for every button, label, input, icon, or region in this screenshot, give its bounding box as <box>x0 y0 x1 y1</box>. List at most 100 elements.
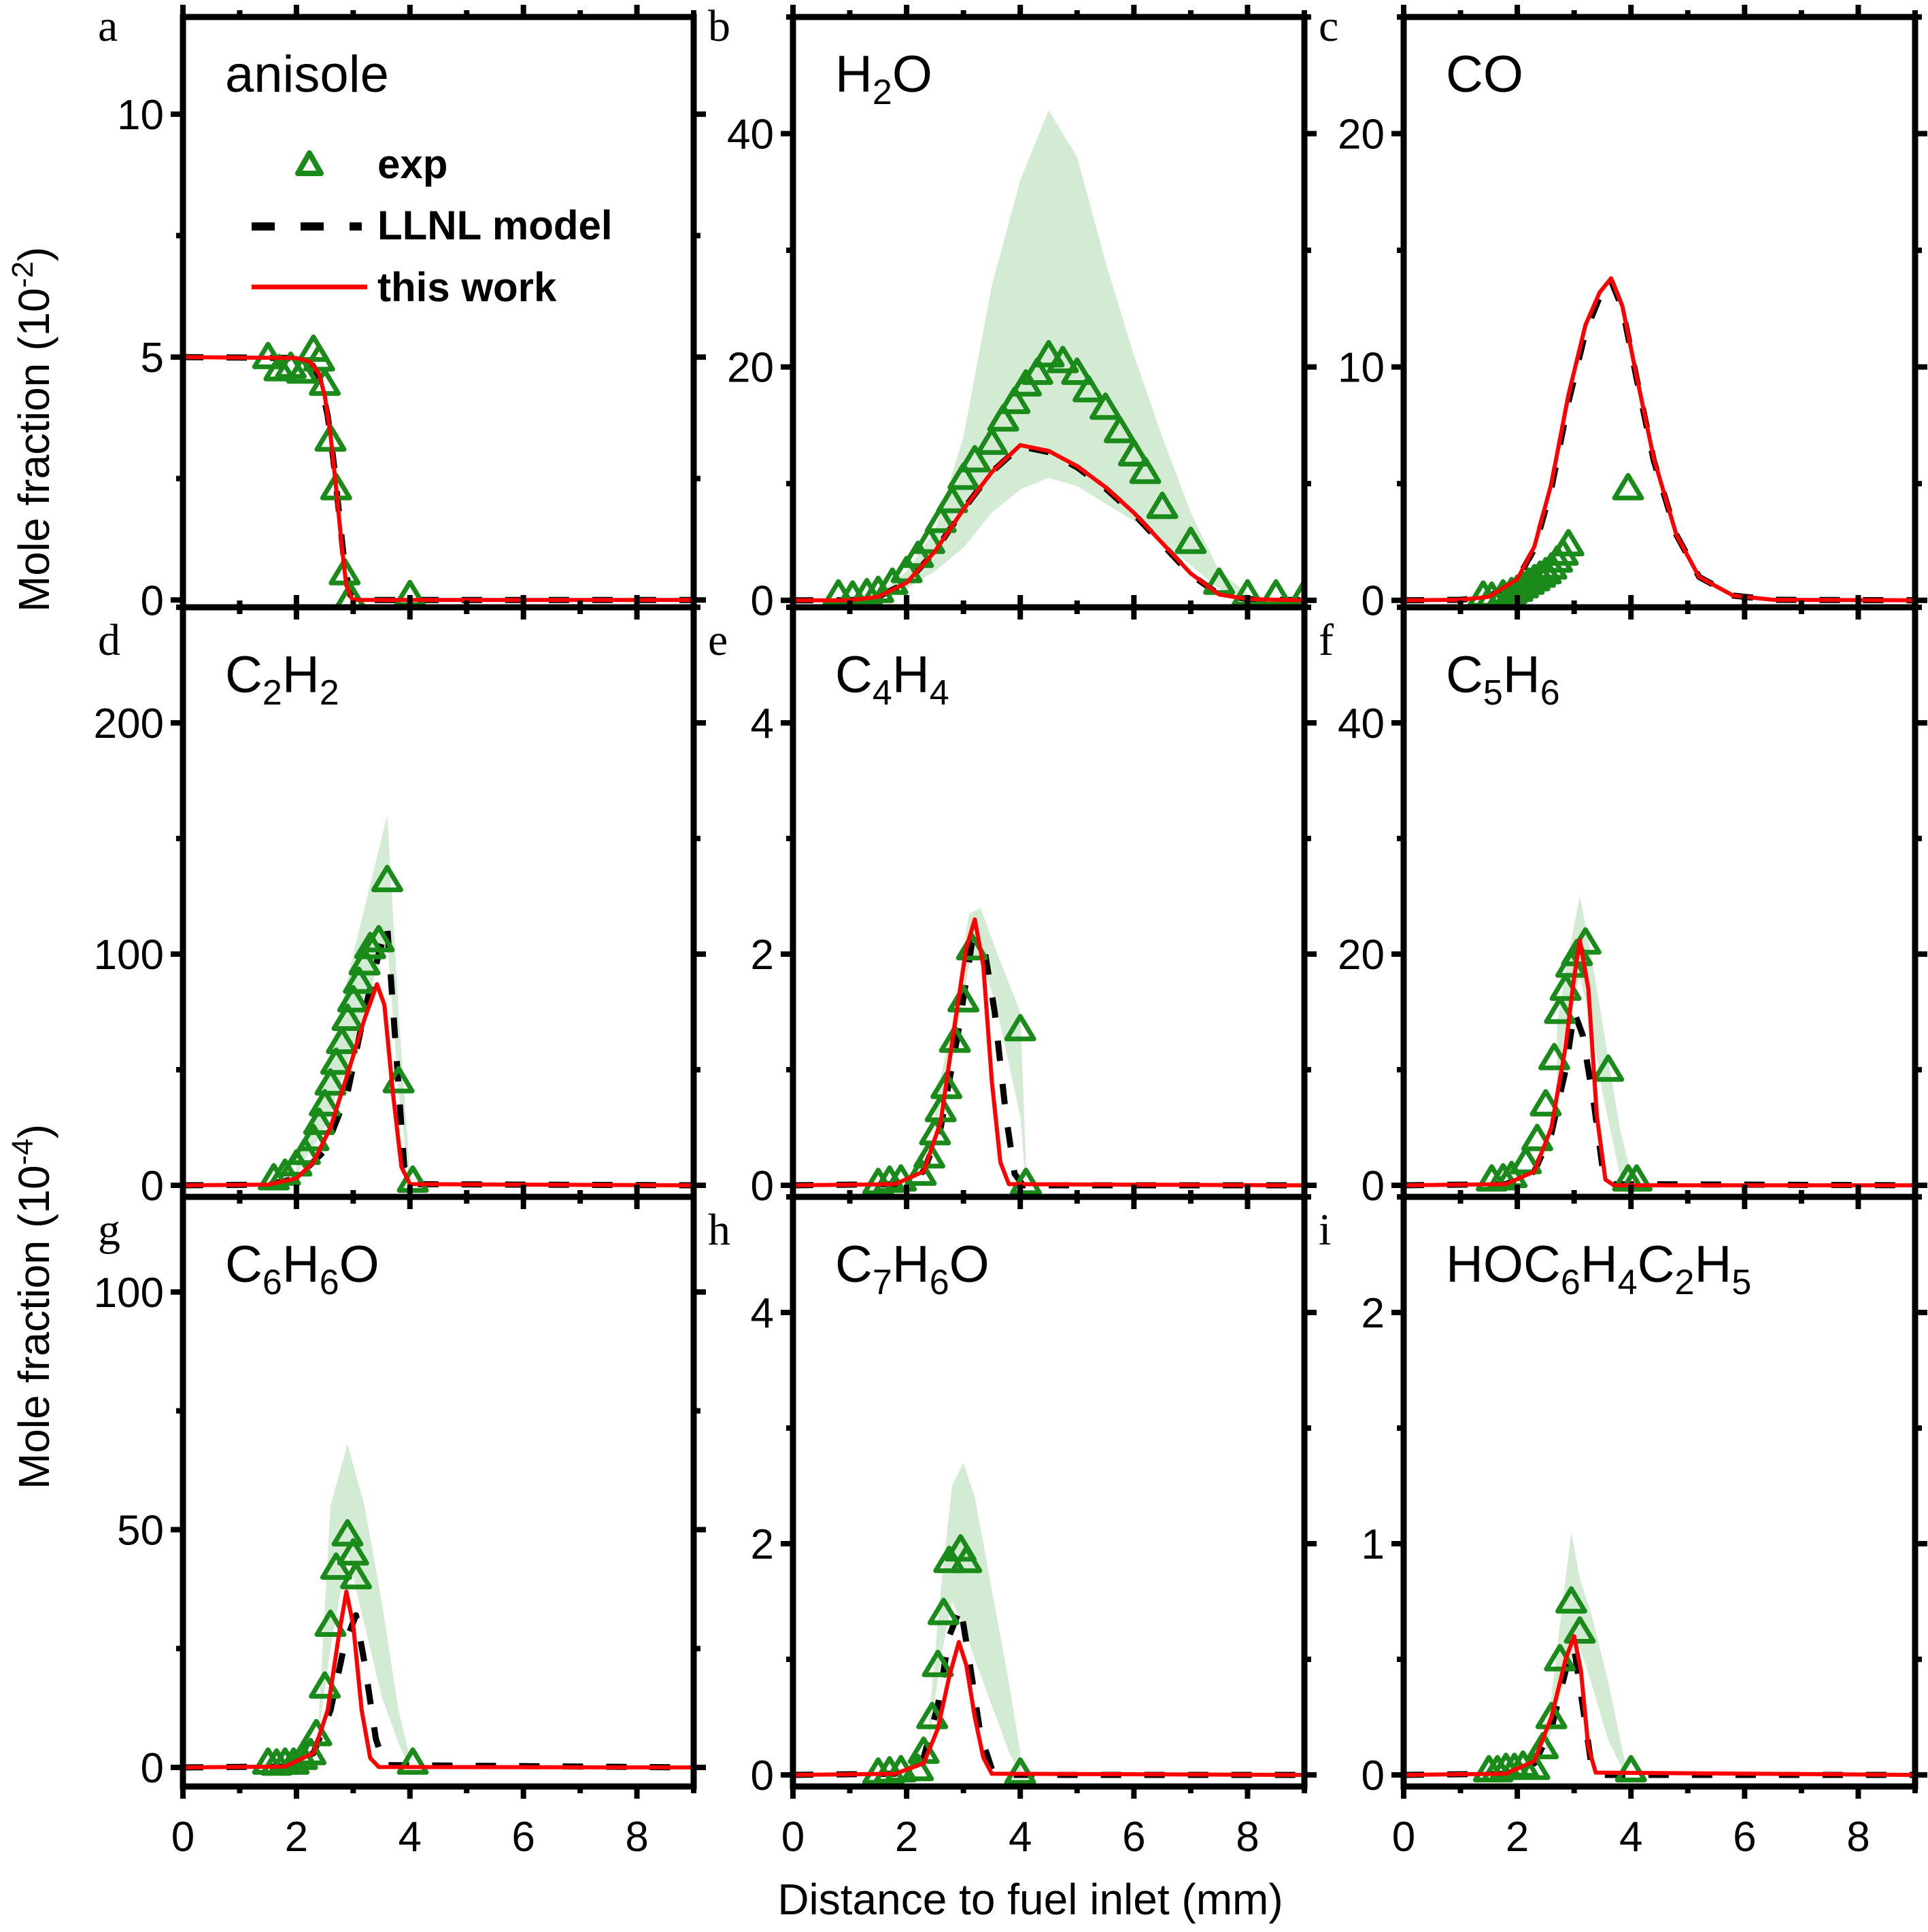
species-label: C5H6 <box>1446 646 1560 713</box>
panel-letter: c <box>1319 1 1338 51</box>
species-subscript: 6 <box>263 1263 282 1302</box>
exp-point <box>1527 1731 1559 1759</box>
exp-point <box>340 1561 372 1590</box>
exp-point <box>913 526 945 554</box>
llnl-model-line <box>793 939 1304 1189</box>
exp-point <box>354 932 386 960</box>
species-subscript: 4 <box>930 673 949 713</box>
species-text: H <box>892 646 930 704</box>
exp-point <box>998 386 1031 414</box>
x-tick-label: 2 <box>285 1814 308 1861</box>
exp-point <box>1495 1160 1528 1189</box>
exp-point <box>1592 1054 1625 1082</box>
exp-point <box>1552 528 1585 557</box>
species-text: HOC <box>1446 1236 1561 1293</box>
exp-point <box>862 575 894 603</box>
species-label: CO <box>1446 46 1523 103</box>
y-tick-label: 1 <box>1362 1521 1385 1568</box>
exp-point <box>958 445 991 473</box>
exp-point <box>1072 375 1104 403</box>
y-tick-label: 0 <box>751 1752 774 1799</box>
exp-point <box>950 1546 983 1574</box>
panel-letter: g <box>98 1205 120 1255</box>
species-subscript: 6 <box>1561 1263 1580 1302</box>
x-tick-label: 0 <box>171 1814 195 1861</box>
exp-point <box>1535 1701 1568 1729</box>
y-tick-label: 40 <box>1338 700 1385 747</box>
species-text: C <box>1638 1236 1675 1293</box>
y-tick-label: 20 <box>727 345 774 392</box>
species-subscript: 7 <box>873 1263 892 1302</box>
plot-area <box>1404 1532 1915 1782</box>
exp-point <box>396 1747 429 1775</box>
plot-area <box>793 110 1304 607</box>
uncertainty-band <box>929 1463 1021 1775</box>
exp-point <box>1010 1168 1043 1196</box>
y-tick-label: 10 <box>1338 345 1385 392</box>
x-tick-label: 8 <box>625 1814 648 1861</box>
species-text: H <box>892 1236 930 1293</box>
species-text: C <box>225 646 263 704</box>
legend-exp-marker <box>295 150 324 176</box>
exp-point <box>938 1026 971 1053</box>
species-subscript: 6 <box>320 1263 339 1302</box>
exp-point <box>1544 996 1576 1024</box>
y-tick-label: 0 <box>1362 1752 1385 1799</box>
exp-point <box>1538 1043 1570 1070</box>
species-text: H <box>282 1236 320 1293</box>
y-axis-title-top: Mole fraction (10-2) <box>6 247 58 612</box>
exp-point <box>1089 392 1122 420</box>
legend-this-work-label: this work <box>377 265 557 310</box>
y-tick-label: 0 <box>1362 578 1385 625</box>
exp-point <box>258 1163 290 1191</box>
plot-area <box>183 334 694 607</box>
species-subscript: 2 <box>320 673 339 713</box>
species-text: H <box>835 46 873 103</box>
x-tick-label: 6 <box>1733 1814 1756 1861</box>
species-text: C <box>225 1236 263 1293</box>
y-tick-label: 0 <box>1362 1163 1385 1210</box>
panel-letter: h <box>708 1205 730 1255</box>
panel-letter: i <box>1319 1205 1331 1255</box>
exp-point <box>297 1123 330 1151</box>
exp-point <box>1021 357 1053 385</box>
exp-point <box>348 948 381 976</box>
exp-point <box>314 1609 347 1638</box>
exp-point <box>1146 491 1179 520</box>
exp-point <box>326 1026 358 1054</box>
this-work-line <box>1404 1634 1915 1777</box>
panel-letter: e <box>708 615 728 665</box>
panel-frame <box>790 1193 1308 1790</box>
exp-point <box>263 354 296 382</box>
y-tick-label: 10 <box>117 92 164 139</box>
exp-point <box>314 1068 347 1096</box>
panel-frame <box>180 14 697 611</box>
exp-point <box>1518 1752 1551 1780</box>
exp-point <box>902 541 934 569</box>
panel-a: 0 5 10 a anisole <box>98 1 706 624</box>
exp-point <box>1529 1089 1562 1117</box>
x-tick-label: 2 <box>895 1814 918 1861</box>
y-tick-label: 2 <box>751 932 774 979</box>
y-tick-label: 20 <box>1338 932 1385 979</box>
exp-point <box>337 985 369 1013</box>
exp-point <box>1004 1014 1036 1042</box>
x-tick-label: 0 <box>781 1814 805 1861</box>
species-label: HOC6H4C2H5 <box>1446 1236 1751 1302</box>
y-tick-label: 4 <box>751 1290 774 1337</box>
this-work-line <box>183 355 694 603</box>
panel-c: 0 10 20 c CO <box>1319 1 1927 625</box>
exp-point <box>1563 1616 1596 1644</box>
exp-point <box>1032 339 1065 368</box>
exp-point <box>1612 473 1644 501</box>
plot-area <box>183 1444 694 1776</box>
this-work-line <box>793 443 1304 603</box>
y-tick-label: 2 <box>1362 1290 1385 1337</box>
panel-letter: d <box>98 615 120 665</box>
exp-point <box>987 404 1019 432</box>
species-label: H2O <box>835 46 932 112</box>
species-text: H <box>1694 1236 1731 1293</box>
